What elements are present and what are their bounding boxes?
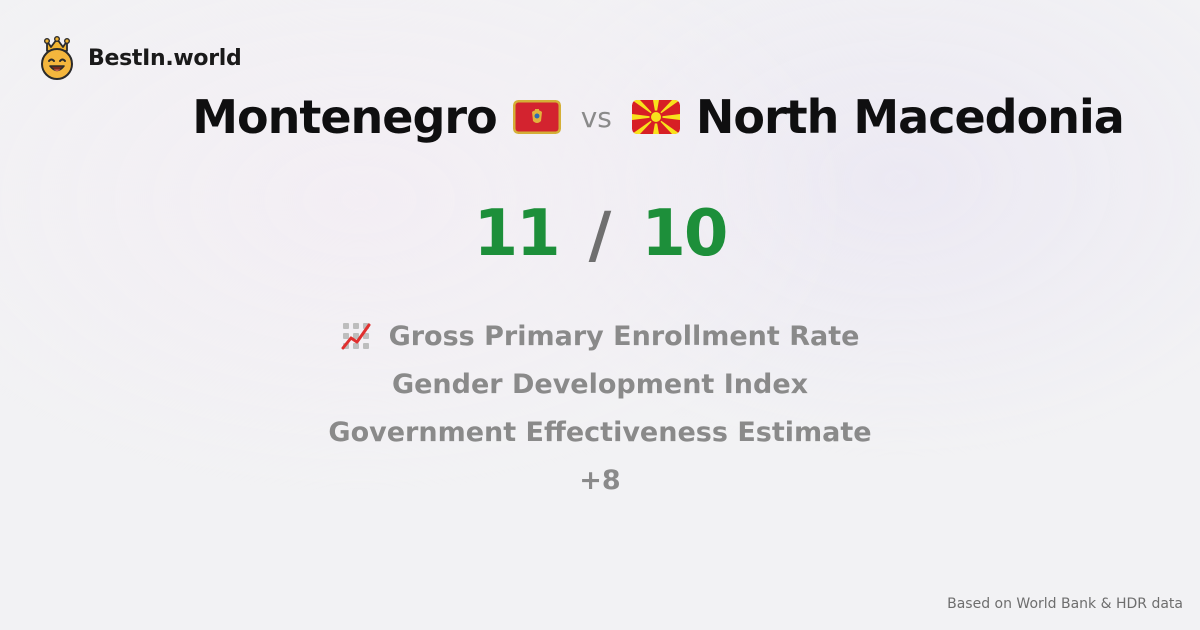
- metric-item: Government Effectiveness Estimate: [0, 408, 1200, 456]
- metric-label: Gross Primary Enrollment Rate: [388, 320, 860, 352]
- left-score: 11: [473, 197, 561, 271]
- metric-label: Government Effectiveness Estimate: [328, 416, 872, 448]
- metric-item: Gross Primary Enrollment Rate: [0, 312, 1200, 360]
- more-metrics-count: +8: [0, 456, 1200, 504]
- score-separator: /: [588, 197, 612, 271]
- source-note: Based on World Bank & HDR data: [947, 596, 1183, 612]
- right-score: 10: [641, 197, 728, 271]
- metric-label: Gender Development Index: [391, 368, 809, 400]
- montenegro-flag-icon: [512, 100, 561, 134]
- metric-label: +8: [579, 464, 621, 496]
- brand-name: BestIn.world: [88, 45, 242, 71]
- score-display: 11 / 10: [0, 194, 1200, 274]
- metric-item: Gender Development Index: [0, 360, 1200, 408]
- comparison-title: Montenegro vs North Macedonia: [0, 86, 1200, 148]
- brand[interactable]: BestIn.world: [38, 36, 242, 80]
- crown-smiley-icon: [41, 36, 73, 80]
- vs-label: vs: [580, 100, 612, 134]
- chart-increasing-icon: [341, 323, 371, 350]
- left-country-name: Montenegro: [192, 90, 497, 144]
- metrics-list: Gross Primary Enrollment Rate Gender Dev…: [0, 312, 1200, 504]
- right-country-name: North Macedonia: [695, 90, 1125, 144]
- north-macedonia-flag-icon: [631, 100, 680, 134]
